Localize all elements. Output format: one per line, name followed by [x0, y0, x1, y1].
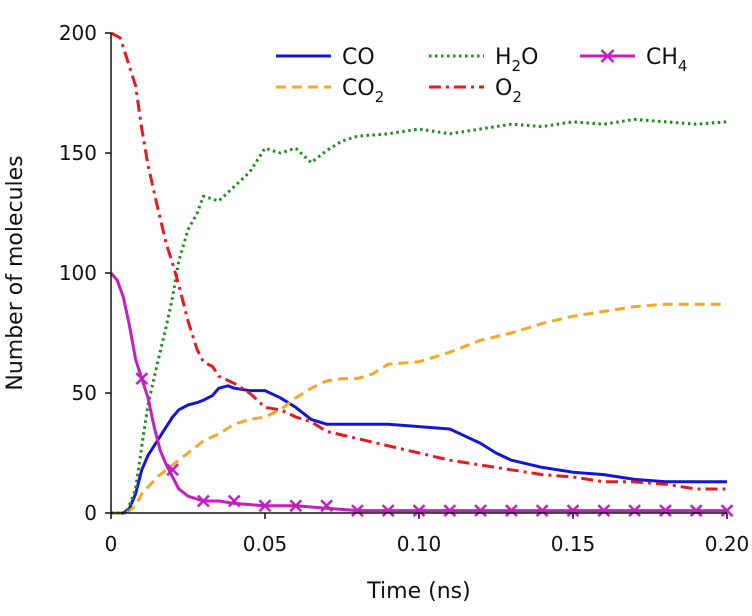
legend-co-label: CO — [342, 45, 375, 70]
legend-ch4-label: CH4 — [646, 45, 687, 75]
series-ch4-marker — [535, 504, 549, 517]
x-tick-label: 0.15 — [551, 532, 596, 556]
x-tick-label: 0.20 — [705, 532, 750, 556]
series-ch4-marker — [659, 504, 672, 517]
y-tick-label: 150 — [59, 141, 97, 165]
series-ch4-marker — [443, 504, 457, 517]
series-ch4-marker — [597, 504, 611, 517]
x-tick-label: 0 — [105, 532, 118, 556]
series-co2-line — [111, 302, 727, 515]
x-tick-label: 0.10 — [397, 532, 442, 556]
series-ch4-marker — [566, 504, 580, 517]
series-ch4-marker — [720, 504, 734, 517]
y-tick-label: 0 — [84, 501, 97, 525]
y-tick-label: 50 — [72, 381, 97, 405]
series-ch4-marker — [505, 504, 518, 517]
series-ch4-line — [109, 272, 727, 513]
series-ch4-marker — [227, 494, 241, 508]
series-ch4-marker — [689, 504, 703, 517]
ticks: 0 0.05 0.10 0.15 0.20 0 50 100 150 200 — [59, 21, 749, 556]
legend-ch4-marker — [600, 49, 615, 63]
series-ch4-marker — [320, 499, 333, 513]
series-ch4-marker — [166, 463, 179, 477]
series-ch4-marker — [135, 372, 149, 385]
y-tick-label: 100 — [59, 261, 97, 285]
legend-co2-label: CO2 — [342, 76, 384, 106]
series-ch4-marker — [351, 504, 364, 517]
x-tick-label: 0.05 — [243, 532, 288, 556]
series-ch4-marker — [197, 494, 210, 508]
legend-h2o-label: H2O — [495, 45, 538, 75]
series-ch4-marker — [628, 504, 641, 517]
series-ch4-marker — [474, 504, 487, 517]
series-ch4-marker — [412, 504, 426, 517]
series-ch4-marker — [258, 499, 272, 513]
legend-o2-label: O2 — [495, 76, 522, 106]
y-tick-label: 200 — [59, 21, 97, 45]
series-layer — [109, 31, 734, 517]
series-co-line — [111, 384, 727, 515]
series-h2o-line — [111, 117, 728, 515]
series-o2-line — [110, 31, 727, 491]
x-axis-title: Time (ns) — [366, 579, 470, 604]
y-axis-title: Number of molecules — [3, 155, 28, 390]
series-ch4-marker — [289, 499, 303, 513]
series-ch4-marker — [381, 504, 395, 517]
